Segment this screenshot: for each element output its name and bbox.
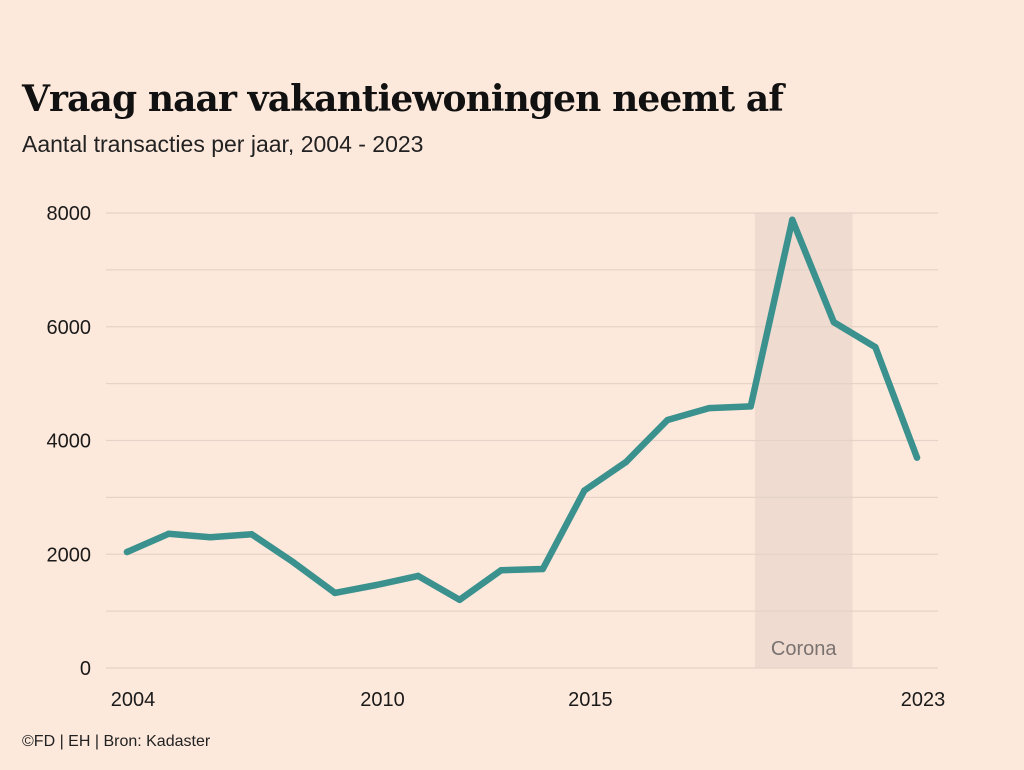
- series-line: [123, 216, 921, 604]
- source-credit: ©FD | EH | Bron: Kadaster: [22, 733, 211, 750]
- data-point: [456, 596, 463, 603]
- y-tick-label: 0: [80, 658, 91, 680]
- data-point: [206, 533, 214, 541]
- x-tick-label: 2004: [111, 689, 156, 711]
- data-point: [165, 530, 172, 537]
- chart-subtitle: Aantal transacties per jaar, 2004 - 2023: [22, 131, 424, 157]
- data-point: [581, 487, 588, 494]
- data-point: [872, 344, 879, 351]
- x-tick-label: 2015: [568, 689, 613, 711]
- chart-title: Vraag naar vakantiewoningen neemt af: [22, 78, 784, 120]
- data-point: [830, 319, 838, 326]
- data-point: [373, 581, 380, 589]
- data-point: [414, 572, 422, 580]
- data-point: [664, 416, 671, 424]
- data-point: [290, 559, 297, 566]
- data-point: [539, 565, 546, 573]
- data-point: [123, 548, 131, 556]
- data-point: [705, 404, 713, 412]
- data-point: [789, 216, 796, 224]
- y-tick-label: 4000: [47, 431, 92, 453]
- y-tick-label: 2000: [47, 544, 92, 566]
- y-tick-label: 8000: [47, 203, 92, 225]
- corona-label: Corona: [771, 638, 837, 660]
- data-point: [498, 566, 505, 574]
- x-tick-label: 2023: [901, 689, 946, 711]
- data-point: [747, 403, 754, 410]
- data-point: [331, 589, 339, 597]
- data-point: [913, 454, 921, 461]
- x-tick-label: 2010: [360, 689, 405, 711]
- data-point: [248, 531, 255, 538]
- data-point: [622, 458, 630, 466]
- y-tick-label: 6000: [47, 317, 92, 339]
- line-chart: 8000 6000 4000 2000 0 2004 2010 2015 2023 Corona: [47, 203, 946, 711]
